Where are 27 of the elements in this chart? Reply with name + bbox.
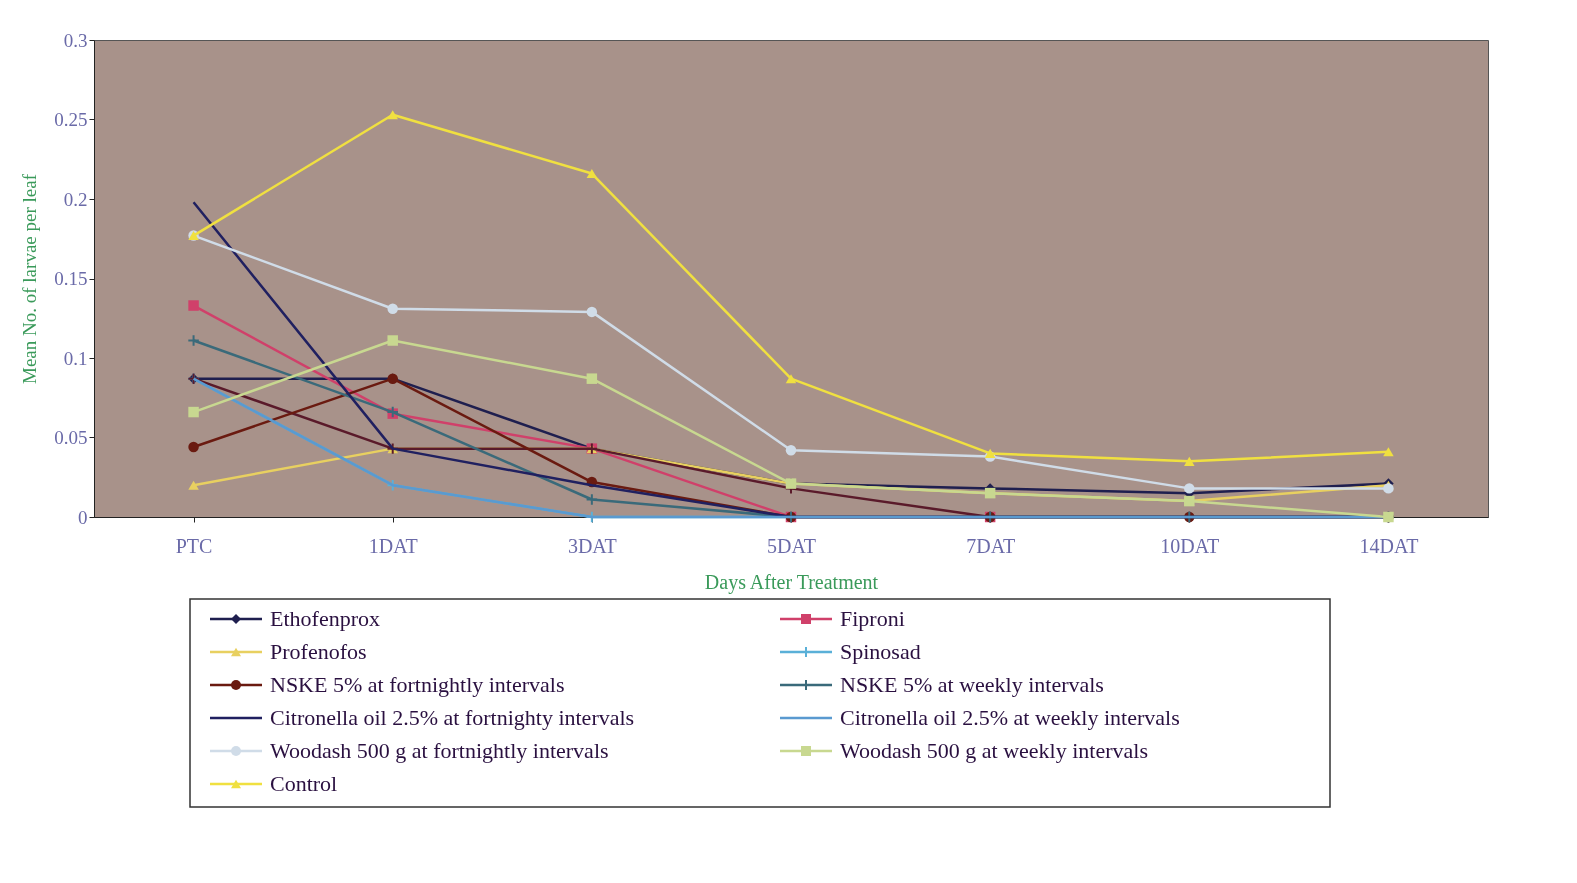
x-tick-label: 1DAT <box>368 534 418 557</box>
legend-label: NSKE 5% at fortnightly intervals <box>270 672 565 697</box>
y-tick-label: 0.3 <box>63 29 88 51</box>
x-tick-label: 14DAT <box>1359 534 1419 557</box>
x-tick-label: 10DAT <box>1160 534 1220 557</box>
y-tick-label: 0 <box>78 506 88 528</box>
y-tick-label: 0.15 <box>54 268 88 289</box>
y-tick-label: 0.25 <box>54 109 88 130</box>
legend-label: Woodash 500 g at fortnightly intervals <box>270 738 609 763</box>
x-tick-label: 3DAT <box>567 534 617 557</box>
legend-label: Profenofos <box>270 639 367 664</box>
legend-label: Citronella oil 2.5% at fortnighty intervals <box>270 705 635 730</box>
x-tick-label: 7DAT <box>966 534 1016 557</box>
legend-label: NSKE 5% at weekly intervals <box>840 672 1104 697</box>
y-tick-label: 0.05 <box>54 427 88 448</box>
legend-label: Citronella oil 2.5% at weekly intervals <box>840 705 1180 730</box>
y-tick-label: 0.1 <box>63 347 88 369</box>
x-tick-label: PTC <box>175 534 213 557</box>
legend-label: Fiproni <box>840 606 905 631</box>
legend-label: Control <box>270 771 338 796</box>
legend-label: Woodash 500 g at weekly intervals <box>840 738 1148 763</box>
x-axis-title: Days After Treatment <box>704 570 879 594</box>
y-axis-title: Mean No. of larvae per leaf <box>19 173 41 384</box>
legend-label: Spinosad <box>840 639 921 664</box>
legend-label: Ethofenprox <box>270 606 380 631</box>
y-tick-label: 0.2 <box>63 188 88 210</box>
x-tick-label: 5DAT <box>767 534 816 557</box>
